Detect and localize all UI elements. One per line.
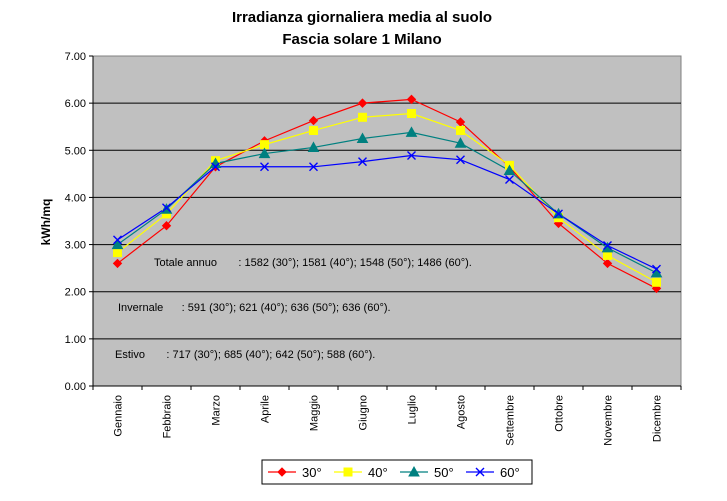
legend: 30° 40° 50° 60° bbox=[268, 465, 520, 480]
data-point-series-1 bbox=[260, 140, 269, 150]
x-tick-label: Luglio bbox=[407, 395, 419, 424]
data-point-series-3 bbox=[309, 162, 318, 172]
data-point-series-1 bbox=[603, 250, 612, 260]
series-line-3 bbox=[117, 154, 657, 270]
series-markers bbox=[111, 94, 663, 294]
y-tick-label: 1.00 bbox=[65, 334, 86, 346]
x-tick-label: Maggio bbox=[309, 395, 321, 431]
data-point-series-2 bbox=[356, 132, 369, 143]
legend-marker bbox=[343, 467, 353, 477]
data-point-series-0 bbox=[112, 258, 123, 269]
x-tick-label: Giugno bbox=[358, 395, 370, 430]
data-point-series-2 bbox=[111, 238, 124, 250]
data-point-series-3 bbox=[652, 264, 661, 274]
x-tick-label: Ottobre bbox=[554, 395, 566, 432]
data-point-series-3 bbox=[260, 162, 269, 172]
x-tick-label: Gennaio bbox=[113, 395, 125, 437]
data-point-series-1 bbox=[407, 109, 416, 119]
data-point-series-3 bbox=[113, 235, 122, 245]
legend-marker bbox=[475, 467, 485, 477]
series-line-0 bbox=[117, 98, 657, 289]
legend-label: 60° bbox=[500, 465, 520, 480]
x-tick-label: Aprile bbox=[260, 395, 272, 423]
data-point-series-0 bbox=[308, 115, 319, 126]
y-tick-label: 3.00 bbox=[65, 240, 86, 252]
data-point-series-1 bbox=[652, 277, 661, 287]
data-point-series-2 bbox=[307, 141, 320, 152]
legend-marker bbox=[277, 467, 287, 477]
annotations: Totale annuo : 1582 (30°); 1581 (40°); 1… bbox=[115, 257, 472, 361]
annotation-invernale: Invernale : 591 (30°); 621 (40°); 636 (5… bbox=[118, 302, 391, 314]
y-tick-label: 2.00 bbox=[65, 287, 86, 299]
y-tick-label: 0.00 bbox=[65, 381, 86, 393]
x-tick-label: Agosto bbox=[456, 395, 468, 429]
x-tick-label: Settembre bbox=[505, 395, 517, 446]
x-tick-label: Marzo bbox=[211, 395, 223, 426]
plot-area bbox=[92, 55, 682, 387]
data-point-series-3 bbox=[162, 203, 171, 213]
data-point-series-1 bbox=[309, 125, 318, 135]
x-axis-ticks: Gennaio Febbraio Marzo Aprile Maggio Giugno Lu… bbox=[92, 385, 682, 446]
annotation-totale-annuo: Totale annuo : 1582 (30°); 1581 (40°); 1… bbox=[154, 257, 472, 269]
data-point-series-3 bbox=[603, 241, 612, 251]
y-axis-label: kWh/mq bbox=[39, 199, 53, 246]
data-point-series-1 bbox=[113, 248, 122, 258]
chart-title-line2: Fascia solare 1 Milano bbox=[282, 31, 441, 48]
gridlines bbox=[93, 102, 681, 340]
x-tick-label: Novembre bbox=[603, 395, 615, 446]
legend-marker bbox=[408, 465, 420, 477]
data-point-series-1 bbox=[358, 112, 367, 122]
data-point-series-3 bbox=[407, 150, 416, 160]
chart-title-line1: Irradianza giornaliera media al suolo bbox=[232, 9, 492, 26]
legend-label: 30° bbox=[302, 465, 322, 480]
data-point-series-0 bbox=[602, 258, 613, 269]
y-tick-label: 6.00 bbox=[65, 98, 86, 110]
series-lines bbox=[117, 98, 657, 289]
data-point-series-2 bbox=[503, 164, 516, 176]
data-point-series-3 bbox=[505, 175, 514, 185]
data-point-series-0 bbox=[161, 221, 172, 231]
data-point-series-0 bbox=[357, 98, 368, 108]
data-point-series-3 bbox=[456, 155, 465, 165]
annotation-estivo: Estivo : 717 (30°); 685 (40°); 642 (50°)… bbox=[115, 349, 375, 361]
data-point-series-3 bbox=[211, 162, 220, 172]
legend-label: 50° bbox=[434, 465, 454, 480]
y-axis-ticks: 0.00 1.00 2.00 3.00 4.00 5.00 6.00 7.00 bbox=[65, 51, 94, 393]
data-point-series-3 bbox=[554, 209, 563, 219]
legend-label: 40° bbox=[368, 465, 388, 480]
data-point-series-2 bbox=[258, 147, 271, 159]
data-point-series-2 bbox=[454, 137, 467, 148]
y-tick-label: 5.00 bbox=[65, 145, 86, 157]
data-point-series-0 bbox=[406, 94, 417, 105]
y-tick-label: 7.00 bbox=[65, 51, 86, 63]
data-point-series-2 bbox=[405, 126, 418, 137]
x-tick-label: Dicembre bbox=[652, 395, 664, 442]
y-tick-label: 4.00 bbox=[65, 192, 86, 204]
series-line-1 bbox=[117, 112, 657, 283]
data-point-series-1 bbox=[456, 125, 465, 135]
x-tick-label: Febbraio bbox=[162, 395, 174, 438]
data-point-series-3 bbox=[358, 157, 367, 167]
